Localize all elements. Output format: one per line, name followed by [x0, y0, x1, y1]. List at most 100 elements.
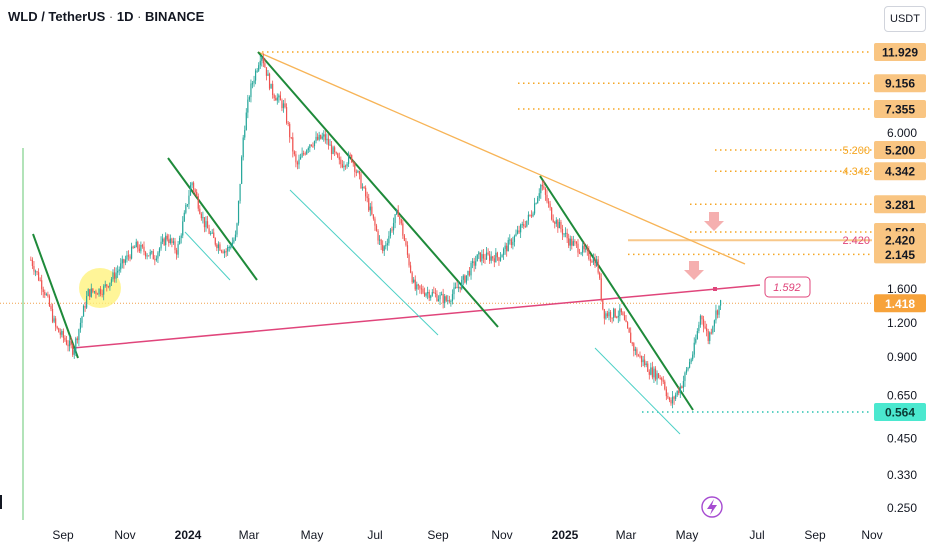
- candle-body: [656, 373, 658, 380]
- candle-body: [95, 291, 97, 294]
- candle-body: [327, 138, 330, 146]
- candle-body: [186, 204, 188, 206]
- trendline-label-box: [764, 276, 811, 298]
- y-tick-label: 0.900: [887, 350, 917, 364]
- candle-body: [583, 245, 585, 250]
- candle-body: [341, 164, 343, 168]
- candle-body: [605, 313, 607, 319]
- candle-body: [303, 153, 305, 155]
- candle-body: [481, 254, 483, 262]
- x-tick-label: Sep: [52, 528, 74, 542]
- level-inline-label: 2.420: [842, 235, 870, 247]
- candle-body: [647, 363, 649, 372]
- candle-body: [496, 252, 498, 258]
- candle-body: [262, 57, 264, 64]
- candle-body: [203, 217, 206, 228]
- y-tick-label: 0.650: [887, 388, 917, 402]
- candle-body: [41, 280, 43, 290]
- candle-body: [192, 182, 195, 190]
- candle-body: [622, 312, 624, 316]
- candle-body: [473, 261, 475, 266]
- candle-body: [382, 244, 384, 251]
- candle-body: [292, 137, 294, 152]
- candle-body: [244, 130, 246, 138]
- candle-body: [448, 300, 450, 302]
- level-price-badge: 11.929: [882, 46, 918, 60]
- candle-body: [520, 224, 522, 233]
- candle-body: [557, 220, 559, 229]
- candle-body: [175, 250, 178, 255]
- candle-body: [337, 153, 339, 158]
- candle-body: [272, 83, 274, 96]
- candle-body: [320, 134, 322, 139]
- candle-body: [45, 294, 47, 296]
- candle-body: [230, 246, 232, 248]
- candle-body: [642, 359, 644, 363]
- candle-body: [307, 147, 309, 151]
- candle-body: [543, 186, 545, 189]
- candle-body: [409, 265, 412, 273]
- candle-body: [39, 280, 41, 282]
- x-tick-label: Mar: [616, 528, 637, 542]
- candle-body: [129, 256, 131, 259]
- candle-body: [594, 258, 596, 267]
- candle-body: [163, 238, 165, 246]
- candle-body: [560, 221, 562, 230]
- candle-body: [241, 157, 243, 184]
- candle-body: [299, 157, 302, 160]
- candle-body: [467, 270, 469, 276]
- candle-body: [644, 359, 646, 366]
- candle-body: [375, 225, 378, 231]
- candle-body: [140, 244, 142, 252]
- candle-body: [608, 312, 610, 317]
- candle-body: [120, 263, 122, 270]
- x-tick-label: Sep: [804, 528, 826, 542]
- candle-body: [368, 198, 370, 211]
- candle-body: [132, 246, 134, 248]
- candle-body: [296, 162, 299, 165]
- candle-body: [588, 249, 590, 260]
- candle-body: [115, 272, 117, 279]
- candle-body: [456, 286, 458, 289]
- candle-body: [259, 60, 261, 66]
- candle-body: [388, 235, 390, 244]
- candle-body: [431, 292, 433, 296]
- candle-body: [492, 256, 494, 259]
- candle-body: [357, 171, 359, 173]
- horizontal-levels: 5.200 4.342 2.420: [0, 51, 872, 413]
- candle-body: [355, 171, 357, 173]
- candle-body: [152, 251, 154, 260]
- candle-body: [141, 244, 144, 247]
- candle-body: [502, 248, 505, 255]
- level-price-badge: 9.156: [885, 77, 915, 91]
- x-tick-label: Nov: [114, 528, 135, 542]
- candle-body: [537, 197, 539, 204]
- candle-body: [161, 238, 164, 242]
- candle-body: [509, 239, 511, 241]
- candle-body: [506, 245, 508, 252]
- support-price-badge: 0.564: [885, 406, 915, 420]
- candle-body: [577, 243, 579, 253]
- candle-body: [366, 196, 368, 199]
- candle-body: [535, 203, 537, 205]
- candle-body: [53, 318, 55, 322]
- candle-body: [273, 95, 275, 99]
- candle-body: [354, 163, 356, 172]
- candle-body: [285, 107, 288, 123]
- candle-body: [616, 316, 618, 318]
- candle-body: [392, 223, 395, 231]
- candle-body: [233, 239, 235, 243]
- candle-body: [510, 239, 512, 246]
- candle-body: [289, 123, 291, 138]
- currency-button[interactable]: USDT: [884, 6, 926, 32]
- candle-body: [199, 208, 201, 214]
- cyan-channel-line: [184, 231, 231, 281]
- candle-body: [614, 308, 616, 317]
- candle-body: [135, 241, 137, 248]
- candle-body: [309, 144, 311, 148]
- candle-body: [403, 235, 405, 241]
- candle-body: [383, 246, 385, 251]
- time-axis: Sep Nov 2024 Mar May Jul Sep Nov 2025 Mar May Jul Se…: [52, 528, 882, 542]
- candle-body: [177, 244, 179, 255]
